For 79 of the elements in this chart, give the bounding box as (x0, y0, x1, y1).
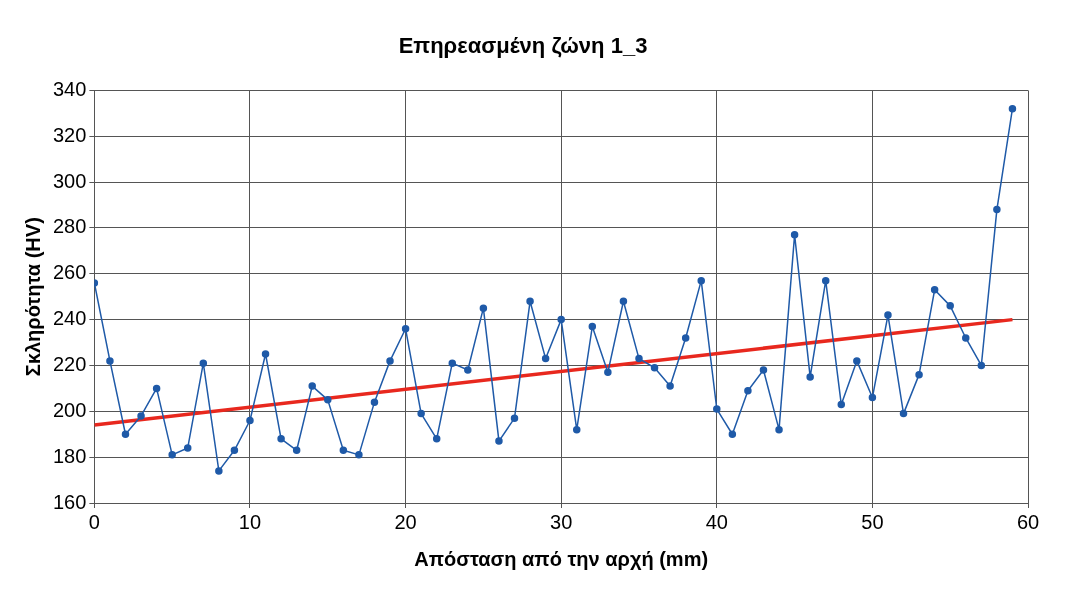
point (759, 366, 768, 374)
point (261, 350, 270, 358)
point (355, 451, 363, 459)
point (557, 315, 565, 324)
point (199, 359, 208, 367)
point (168, 451, 176, 459)
point (775, 425, 783, 434)
x-tick-label: 10 (238, 510, 262, 533)
point (899, 409, 908, 418)
point (401, 325, 410, 333)
point (464, 366, 472, 374)
point (666, 382, 674, 390)
point (635, 354, 643, 363)
point (837, 400, 846, 409)
point (386, 357, 394, 365)
y-tick-label: 340 (52, 77, 87, 100)
point (308, 382, 316, 390)
x-axis-title: Απόσταση από την αρχή (mm) (414, 547, 709, 570)
point (962, 334, 970, 342)
point (977, 361, 986, 370)
point (604, 368, 612, 377)
y-tick-label: 240 (52, 307, 87, 330)
point (728, 430, 737, 438)
point (573, 425, 581, 434)
point (479, 304, 488, 312)
x-tick-label: 0 (88, 510, 100, 533)
point (681, 334, 690, 342)
point (292, 446, 301, 455)
point (588, 322, 597, 331)
point (915, 370, 923, 379)
point (277, 435, 285, 443)
point (510, 414, 519, 422)
y-tick-label: 220 (52, 352, 87, 375)
point (417, 409, 425, 418)
point (370, 398, 379, 406)
point (619, 297, 628, 306)
point (993, 205, 1001, 214)
point (495, 437, 503, 445)
x-tick-label: 30 (550, 510, 573, 533)
point (884, 311, 892, 319)
point (821, 276, 830, 285)
point (215, 467, 223, 475)
y-tick-label: 320 (52, 123, 87, 146)
x-tick-label: 20 (394, 510, 417, 533)
point (744, 386, 752, 395)
point (790, 231, 799, 239)
x-tick-label: 60 (1016, 510, 1040, 533)
point (868, 393, 877, 402)
point (448, 359, 457, 367)
x-tick-label: 40 (705, 510, 728, 533)
point (121, 430, 130, 438)
y-tick-label: 260 (52, 261, 87, 284)
point (106, 357, 114, 365)
point (339, 446, 348, 455)
point (930, 286, 939, 294)
point (946, 302, 954, 310)
point (541, 354, 550, 363)
y-tick-label: 280 (52, 215, 87, 238)
point (650, 364, 659, 372)
point (526, 297, 534, 306)
point (697, 276, 705, 285)
y-tick-label: 200 (52, 398, 87, 421)
chart-title: Επηρεασμένη ζώνη 1_3 (398, 33, 648, 59)
point (853, 357, 861, 365)
point (806, 373, 814, 381)
point (713, 405, 721, 413)
point (183, 444, 192, 452)
y-tick-label: 180 (52, 444, 87, 467)
x-tick-label: 50 (861, 510, 884, 533)
point (230, 446, 239, 455)
point (1008, 104, 1017, 113)
point (152, 384, 161, 393)
point (432, 435, 441, 443)
y-tick-label: 300 (52, 169, 87, 192)
point (246, 416, 254, 425)
point (137, 412, 145, 420)
point (324, 396, 332, 404)
y-axis-title: Σκληρότητα (HV) (21, 217, 44, 377)
y-tick-label: 160 (52, 490, 87, 513)
